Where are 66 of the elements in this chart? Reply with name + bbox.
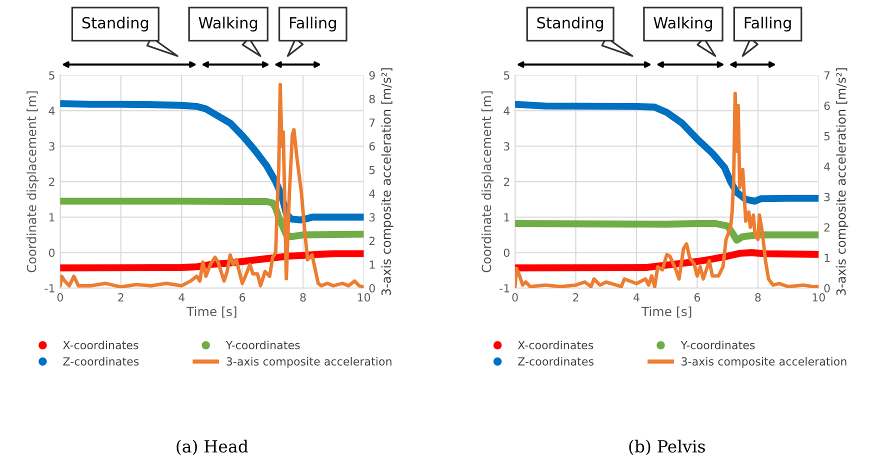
y-tick-label: 2	[504, 178, 510, 186]
x-axis-title: Time [s]	[641, 306, 692, 318]
y-axis-title: Coordinate displacement [m]	[481, 91, 494, 272]
x-tick-label: 8	[300, 293, 306, 302]
x-tick-label: 2	[573, 293, 578, 302]
legend-label: 3-axis composite acceleration	[682, 357, 846, 368]
y2-tick-label: 2	[369, 236, 375, 246]
legend-label: X-coordinates	[518, 340, 594, 350]
y-tick-label: 0	[48, 248, 55, 258]
y-tick-label: -1	[44, 284, 54, 292]
x-tick-label: 8	[755, 293, 761, 302]
y2-tick-label: 5	[369, 166, 375, 174]
y2-tick-label: 9	[369, 71, 375, 80]
text: (b) Pelvis	[629, 440, 705, 456]
y2-tick-label: 4	[369, 190, 376, 198]
x-tick-label: 4	[178, 293, 185, 302]
y2-tick-label: 3	[824, 192, 830, 202]
x-tick-label: 4	[634, 293, 640, 302]
x-tick-label: 10	[358, 293, 370, 302]
text: Standing	[537, 16, 603, 32]
y2-tick-label: 8	[369, 94, 375, 104]
y2-tick-label: 1	[824, 254, 830, 262]
y2-axis-title: 3-axis composite acceleration [m/s²]	[381, 68, 394, 296]
y-tick-label: 3	[504, 142, 510, 151]
legend-label: Y-coordinates	[680, 340, 755, 350]
y2-tick-label: 7	[370, 118, 375, 127]
legend-label: Y-coordinates	[226, 340, 300, 350]
y2-tick-label: 2	[824, 223, 830, 232]
y-tick-label: 4	[504, 106, 510, 115]
x-tick-label: 0	[512, 293, 518, 302]
y2-tick-label: 3	[369, 213, 375, 222]
y2-tick-label: 0	[824, 284, 830, 292]
y2-axis-title: 3-axis composite acceleration [m/s²]	[836, 68, 848, 296]
text: Standing	[82, 16, 148, 32]
y2-tick-label: 4	[824, 162, 830, 171]
y-tick-label: 3	[49, 142, 54, 151]
y2-tick-label: 1	[370, 260, 375, 269]
y-tick-label: -1	[500, 284, 510, 292]
y-tick-label: 4	[48, 106, 55, 115]
x-tick-label: 2	[118, 293, 124, 302]
y-tick-label: 5	[504, 71, 510, 80]
x-tick-label: 10	[812, 293, 825, 302]
text: Falling	[744, 16, 791, 32]
y-tick-label: 1	[504, 213, 510, 222]
text: Falling	[290, 16, 336, 32]
text: Walking	[198, 16, 258, 32]
text: Walking	[654, 16, 712, 32]
y-tick-label: 5	[49, 71, 54, 80]
x-tick-label: 0	[57, 293, 63, 302]
x-tick-label: 6	[694, 293, 700, 302]
legend-label: 3-axis composite acceleration	[226, 357, 392, 368]
legend-label: Z-coordinates	[63, 357, 139, 366]
y-tick-label: 1	[49, 213, 54, 222]
y2-tick-label: 7	[824, 71, 830, 80]
x-tick-label: 6	[240, 293, 246, 302]
x-axis-title: Time [s]	[186, 306, 236, 318]
y2-tick-label: 6	[369, 142, 375, 151]
legend-label: X-coordinates	[63, 340, 138, 350]
y-tick-label: 2	[49, 178, 54, 186]
y2-tick-label: 5	[824, 132, 830, 140]
text: (a) Head	[176, 440, 248, 456]
y-axis-title: Coordinate displacement [m]	[26, 91, 39, 272]
y2-tick-label: 0	[369, 284, 375, 292]
legend-label: Z-coordinates	[518, 357, 594, 366]
y-tick-label: 0	[504, 248, 510, 258]
y2-tick-label: 6	[824, 102, 830, 110]
